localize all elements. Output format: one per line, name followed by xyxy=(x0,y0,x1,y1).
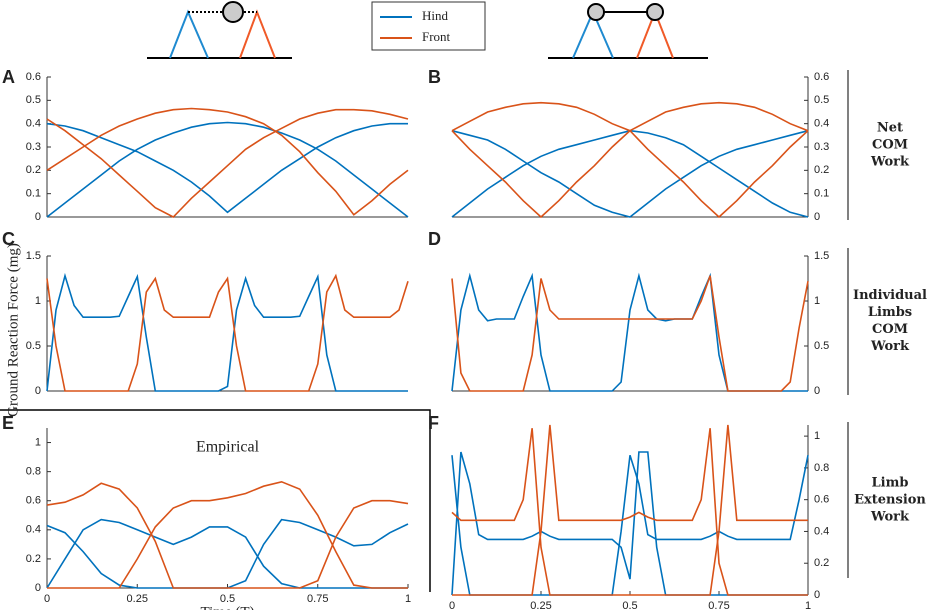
data-line xyxy=(451,451,808,596)
y-tick-label: 0.2 xyxy=(26,553,41,565)
y-tick-label: 0.1 xyxy=(26,188,41,200)
x-tick-label: 0.25 xyxy=(530,600,551,610)
row-label: Net xyxy=(877,121,903,136)
y-tick-label: 0 xyxy=(35,582,41,594)
data-line xyxy=(451,129,809,218)
y-tick-label: 0.5 xyxy=(814,94,829,106)
data-line xyxy=(451,275,809,392)
panel-letter: F xyxy=(428,413,439,433)
legend-box xyxy=(371,1,486,51)
y-tick-label: 0.6 xyxy=(26,495,41,507)
row-label: Individual xyxy=(853,288,927,303)
y-tick-label: 0.4 xyxy=(814,525,829,537)
y-tick-label: 0.2 xyxy=(814,164,829,176)
y-tick-label: 0.8 xyxy=(26,466,41,478)
x-axis-label: Time (T) xyxy=(200,604,254,610)
panel-letter: C xyxy=(2,229,15,249)
y-tick-label: 1 xyxy=(814,295,820,307)
data-line xyxy=(451,272,808,392)
x-tick-label: 0 xyxy=(44,593,50,605)
y-tick-label: 0.2 xyxy=(814,557,829,569)
panel-letter: D xyxy=(428,229,441,249)
y-tick-label: 0 xyxy=(35,211,41,223)
x-tick-label: 0.75 xyxy=(307,593,328,605)
y-tick-label: 0.2 xyxy=(26,164,41,176)
y-tick-label: 0.8 xyxy=(814,462,829,474)
data-line xyxy=(46,107,409,216)
panel-frame xyxy=(0,409,431,592)
panel-letter: E xyxy=(2,413,14,433)
y-tick-label: 0.6 xyxy=(814,494,829,506)
plots: A 0 0.1 0.2 0.3 0.4 0.5 0.6 B 0 0.1 0.2 0.3 0.4 0.5 0.6… xyxy=(2,67,829,615)
y-tick-label: 0 xyxy=(35,385,41,397)
y-tick-label: 1 xyxy=(35,436,41,448)
x-tick-label: 0.5 xyxy=(220,593,235,605)
data-line xyxy=(46,518,408,589)
row-label: Work xyxy=(870,339,910,354)
data-line xyxy=(46,122,408,214)
x-tick-label: 1 xyxy=(805,600,811,610)
y-tick-label: 0.3 xyxy=(814,141,829,153)
x-tick-label: 0.5 xyxy=(622,600,637,610)
row-label: Work xyxy=(870,155,910,170)
row-label: COM xyxy=(872,322,908,337)
data-line xyxy=(46,482,409,589)
data-line xyxy=(451,101,809,219)
data-line xyxy=(451,101,809,219)
y-tick-label: 0.6 xyxy=(26,71,41,83)
y-tick-label: 1.5 xyxy=(26,250,41,262)
data-line xyxy=(46,273,409,392)
x-tick-label: 0.75 xyxy=(708,600,729,610)
annotation: Empirical xyxy=(196,439,260,456)
data-line xyxy=(451,129,809,218)
y-tick-label: 0.4 xyxy=(814,118,829,130)
y-tick-label: 0 xyxy=(814,589,820,601)
legend-label: Hind xyxy=(422,8,449,23)
y-tick-label: 0.1 xyxy=(814,188,829,200)
data-line xyxy=(452,424,808,596)
row-label: Work xyxy=(870,510,910,525)
panel-letter: A xyxy=(2,67,15,87)
x-tick-label: 0 xyxy=(449,600,455,610)
y-tick-label: 0.5 xyxy=(26,340,41,352)
y-tick-label: 1 xyxy=(814,430,820,442)
x-tick-label: 0.25 xyxy=(127,593,148,605)
panel-letter: B xyxy=(428,67,441,87)
schematic-left xyxy=(147,1,292,59)
row-label: COM xyxy=(872,138,908,153)
data-line xyxy=(47,480,408,589)
y-tick-label: 0.4 xyxy=(26,118,41,130)
row-label: Limbs xyxy=(868,305,912,320)
data-line xyxy=(46,121,409,218)
x-tick-label: 1 xyxy=(405,593,411,605)
y-tick-label: 1.5 xyxy=(814,250,829,262)
data-line xyxy=(46,518,409,589)
y-tick-label: 0.6 xyxy=(814,71,829,83)
y-tick-label: 0.3 xyxy=(26,141,41,153)
schematic-right xyxy=(548,3,708,59)
y-tick-label: 0 xyxy=(814,211,820,223)
legend: Hind Front xyxy=(380,8,451,44)
data-line xyxy=(46,272,408,392)
row-label: Limb xyxy=(872,476,909,491)
y-tick-label: 0.5 xyxy=(814,340,829,352)
row-label: Extension xyxy=(854,493,926,508)
y-tick-label: 0 xyxy=(814,385,820,397)
y-tick-label: 0.4 xyxy=(26,524,41,536)
data-line xyxy=(451,424,808,596)
legend-label: Front xyxy=(422,29,451,44)
y-tick-label: 0.5 xyxy=(26,94,41,106)
data-line xyxy=(46,108,409,218)
y-axis-label: Ground Reaction Force (mg) xyxy=(5,243,21,417)
y-tick-label: 1 xyxy=(35,295,41,307)
